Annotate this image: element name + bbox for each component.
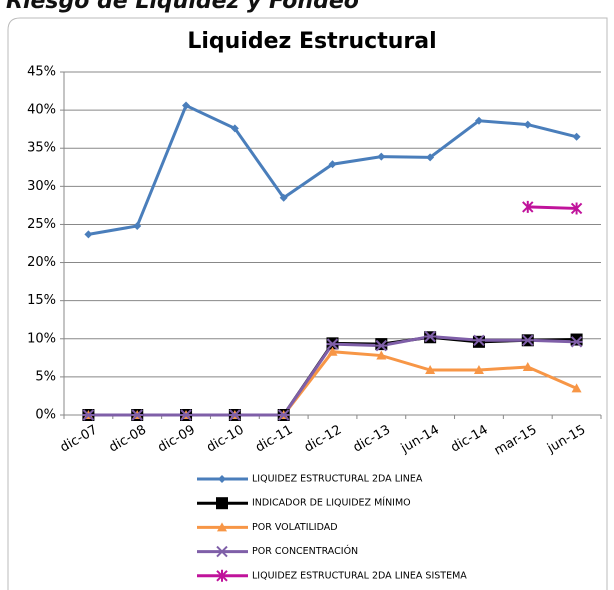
marker (279, 193, 288, 202)
marker (82, 409, 95, 421)
marker (180, 409, 193, 421)
marker (216, 569, 228, 582)
marker (375, 339, 388, 352)
marker (327, 346, 338, 356)
marker (377, 152, 386, 161)
series-line (527, 205, 577, 210)
legend-label: POR CONCENTRACIÓN (252, 545, 358, 557)
marker (218, 475, 226, 483)
marker (182, 101, 191, 110)
marker (571, 383, 582, 393)
y-tick-label: 40% (27, 103, 56, 118)
marker (216, 545, 228, 558)
marker (474, 116, 483, 125)
marker (375, 338, 388, 351)
marker (228, 409, 241, 421)
legend-label: LIQUIDEZ ESTRUCTURAL 2DA LINEA SISTEMA (252, 570, 467, 581)
marker (572, 132, 581, 141)
marker (472, 335, 485, 348)
marker (426, 153, 435, 162)
marker (217, 522, 227, 532)
y-tick-label: 45% (27, 65, 56, 80)
chart-frame (7, 17, 608, 590)
page-header: Riesgo de Liquidez y Fondeo (6, 0, 359, 14)
marker (131, 409, 144, 421)
marker (570, 333, 583, 346)
marker (570, 336, 583, 348)
marker (570, 202, 583, 215)
marker (521, 334, 534, 347)
marker (473, 365, 484, 375)
legend-label: INDICADOR DE LIQUIDEZ MÍNIMO (252, 497, 411, 509)
legend-label: POR VOLATILIDAD (252, 522, 338, 533)
y-tick-label: 10% (27, 331, 56, 346)
y-tick-label: 15% (27, 293, 56, 308)
marker (133, 221, 142, 230)
marker (522, 200, 534, 213)
y-tick-label: 5% (35, 369, 56, 384)
marker (376, 350, 387, 360)
y-tick-label: 0% (35, 408, 56, 423)
marker (216, 497, 228, 510)
marker (424, 330, 437, 343)
y-tick-label: 30% (27, 179, 56, 194)
chart-title: Liquidez Estructural (187, 29, 436, 54)
y-tick-label: 20% (27, 255, 56, 270)
marker (523, 120, 532, 129)
marker (230, 124, 239, 133)
marker (522, 361, 533, 371)
marker (326, 338, 339, 350)
marker (277, 409, 290, 421)
marker (84, 230, 93, 239)
y-tick-label: 35% (27, 141, 56, 156)
marker (328, 160, 337, 169)
marker (472, 334, 485, 347)
y-tick-label: 25% (27, 217, 56, 232)
legend-label: LIQUIDEZ ESTRUCTURAL 2DA LINEA (252, 474, 423, 485)
marker (425, 365, 436, 375)
